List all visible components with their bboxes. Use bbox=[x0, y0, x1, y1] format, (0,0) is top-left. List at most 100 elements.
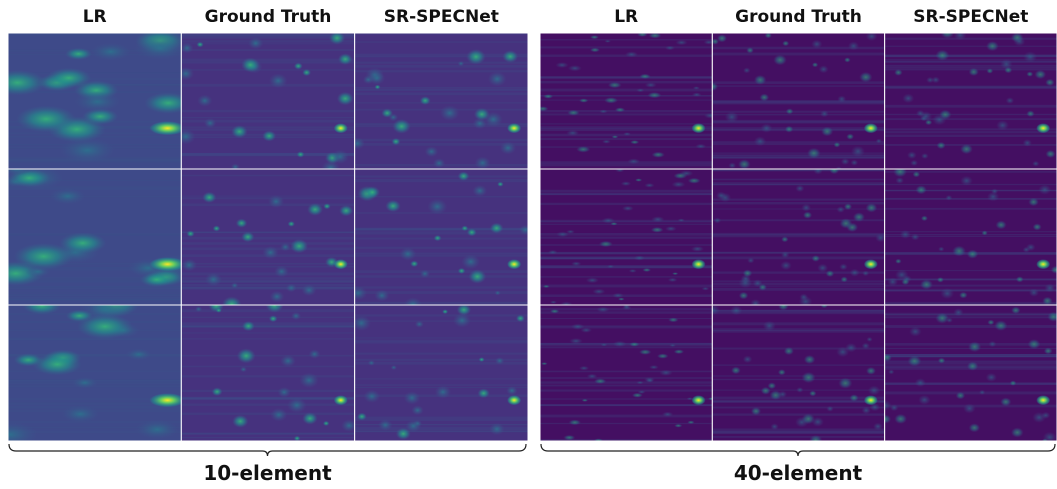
stripe bbox=[885, 391, 1057, 394]
blob bbox=[652, 152, 665, 158]
image bbox=[707, 32, 884, 172]
stripe bbox=[181, 325, 354, 327]
blob bbox=[550, 309, 559, 313]
stripe bbox=[8, 287, 181, 290]
blob bbox=[644, 183, 654, 188]
blob bbox=[900, 230, 911, 239]
blob bbox=[773, 55, 786, 66]
stripe bbox=[181, 232, 354, 234]
stripe bbox=[355, 56, 528, 57]
stripe bbox=[181, 284, 354, 286]
stripe bbox=[712, 413, 884, 415]
blob bbox=[1032, 161, 1039, 167]
stripe bbox=[712, 428, 884, 430]
blob bbox=[662, 412, 673, 417]
stripe bbox=[540, 318, 712, 319]
blob bbox=[618, 298, 625, 301]
blob bbox=[850, 269, 860, 277]
stripe bbox=[540, 161, 712, 163]
stripe bbox=[355, 92, 528, 95]
stripe bbox=[355, 34, 528, 35]
blob bbox=[231, 125, 247, 138]
blob bbox=[472, 185, 487, 197]
stripe bbox=[540, 237, 712, 239]
blob bbox=[294, 63, 303, 70]
hotspot bbox=[864, 123, 878, 133]
stripe bbox=[712, 252, 884, 254]
blob bbox=[785, 126, 793, 133]
blob bbox=[821, 127, 833, 137]
blob bbox=[590, 35, 599, 39]
hotspot bbox=[334, 123, 348, 133]
stripe bbox=[181, 390, 354, 392]
stripe bbox=[712, 407, 884, 409]
blob bbox=[693, 86, 700, 89]
stripe bbox=[712, 53, 884, 56]
blob bbox=[953, 308, 963, 316]
blob bbox=[302, 284, 317, 296]
stripe bbox=[540, 203, 712, 205]
image-cell bbox=[181, 169, 354, 312]
blob bbox=[649, 365, 659, 369]
blob bbox=[288, 221, 295, 227]
blob bbox=[566, 130, 579, 136]
blob bbox=[895, 259, 901, 264]
stripe bbox=[540, 385, 712, 387]
image bbox=[352, 304, 528, 441]
blob bbox=[378, 419, 392, 430]
blob bbox=[563, 435, 575, 440]
stripe bbox=[181, 397, 354, 400]
blob bbox=[1028, 339, 1041, 349]
hotspot bbox=[692, 395, 706, 405]
blob bbox=[14, 243, 74, 270]
blob bbox=[969, 68, 979, 76]
blob bbox=[1011, 428, 1024, 438]
stripe bbox=[885, 208, 1057, 210]
stripe bbox=[8, 406, 181, 409]
stripe bbox=[181, 375, 354, 377]
blob bbox=[181, 259, 197, 271]
image-cell bbox=[878, 305, 1057, 443]
stripe bbox=[355, 253, 528, 255]
blob bbox=[339, 205, 353, 216]
image-cell bbox=[540, 168, 712, 307]
stripe bbox=[540, 190, 712, 192]
blob bbox=[329, 32, 345, 45]
blob bbox=[627, 158, 640, 164]
blob bbox=[674, 173, 688, 179]
blob bbox=[807, 148, 820, 159]
blob bbox=[796, 387, 803, 393]
hotspot bbox=[507, 123, 521, 133]
blob bbox=[848, 42, 859, 51]
blob bbox=[894, 414, 907, 424]
stripe bbox=[540, 39, 712, 40]
blob bbox=[781, 251, 789, 258]
blob bbox=[811, 40, 822, 49]
blob bbox=[555, 62, 568, 68]
column-header: Ground Truth bbox=[205, 7, 332, 27]
blob bbox=[911, 234, 920, 241]
stripe bbox=[885, 313, 1057, 315]
blob bbox=[730, 306, 742, 316]
blob bbox=[269, 315, 278, 322]
blob bbox=[782, 41, 789, 47]
blob bbox=[1029, 289, 1039, 297]
stripe bbox=[712, 280, 884, 281]
stripe bbox=[355, 247, 528, 249]
stripe bbox=[355, 232, 528, 235]
stripe bbox=[712, 256, 884, 259]
stripe bbox=[540, 377, 712, 379]
stripe bbox=[8, 294, 181, 296]
stripe bbox=[355, 302, 528, 304]
image bbox=[537, 32, 716, 169]
blob bbox=[495, 357, 504, 364]
stripe bbox=[181, 59, 354, 62]
blob bbox=[278, 387, 291, 398]
stripe bbox=[8, 196, 181, 197]
blob bbox=[497, 182, 503, 187]
stripe bbox=[181, 433, 354, 435]
blob bbox=[887, 278, 898, 287]
blob bbox=[453, 313, 471, 327]
blob bbox=[940, 288, 954, 299]
blob bbox=[490, 223, 504, 234]
